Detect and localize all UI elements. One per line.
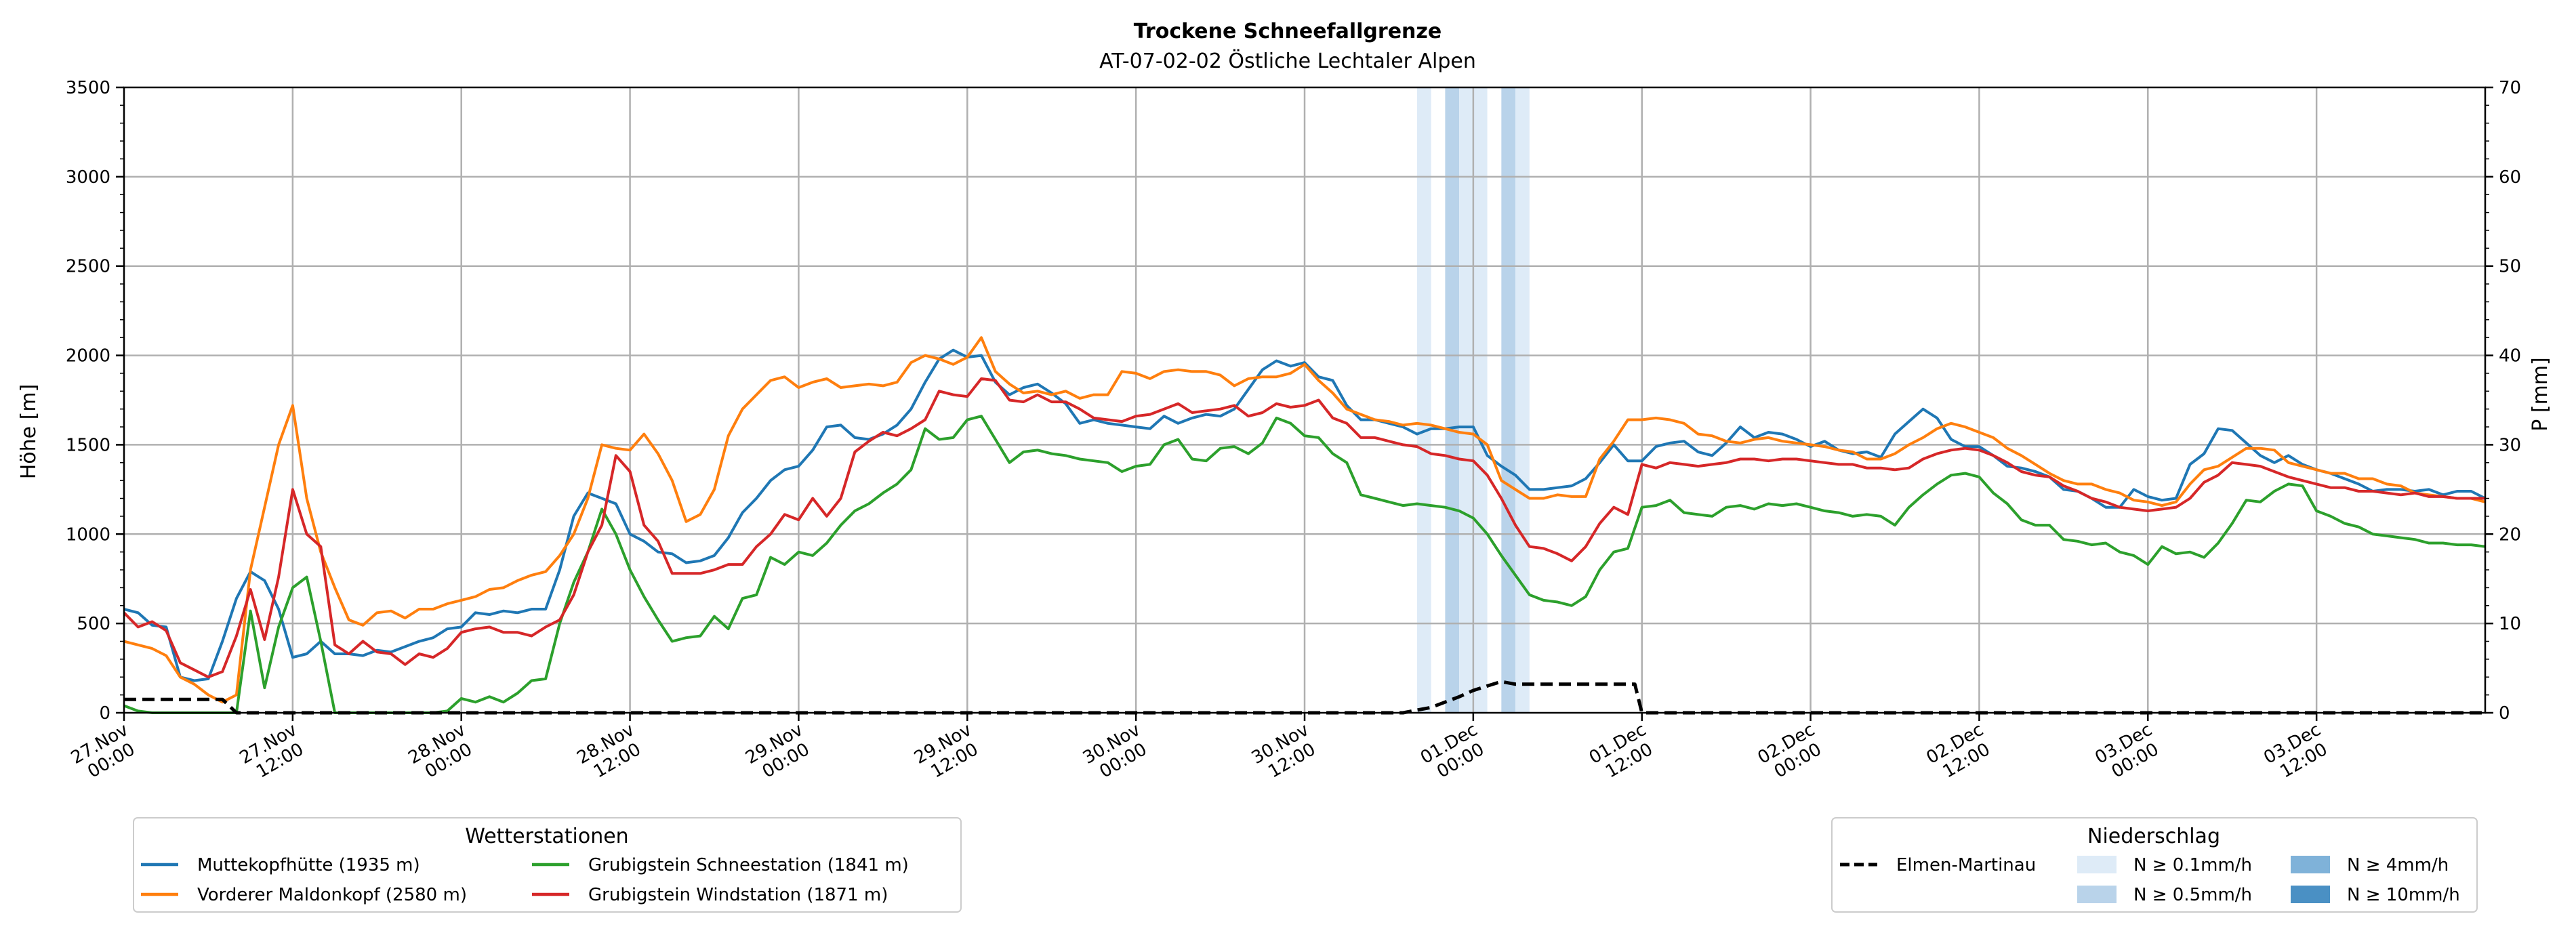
y-right-tick-label: 0 [2499, 703, 2510, 724]
y-left-tick-label: 1500 [66, 435, 110, 455]
y-right-tick-label: 50 [2499, 257, 2521, 277]
legend-label: N ≥ 0.1mm/h [2133, 855, 2252, 875]
legend-label: Muttekopfhütte (1935 m) [197, 855, 420, 875]
chart-subtitle: AT-07-02-02 Östliche Lechtaler Alpen [1099, 49, 1476, 73]
legend-precip: Niederschlag Elmen-Martinau N ≥ 0.1mm/h N … [1831, 817, 2478, 913]
y-left-tick-label: 2500 [66, 257, 110, 277]
series-line-maldonkopf [123, 336, 2486, 704]
y-right-tick-label: 20 [2499, 524, 2521, 545]
legend-label: Grubigstein Schneestation (1841 m) [588, 855, 909, 875]
legend-stations: Wetterstationen Muttekopfhütte (1935 m) V… [133, 817, 962, 913]
legend-label: N ≥ 4mm/h [2347, 855, 2449, 875]
precip-band [1459, 87, 1473, 713]
y-right-tick-label: 60 [2499, 167, 2521, 188]
y-axis-right-label: P [mm] [2529, 357, 2552, 431]
precip-band [1501, 87, 1516, 713]
legend-swatch-n4 [2291, 856, 2330, 873]
legend-stations-title: Wetterstationen [465, 825, 628, 848]
legend-precip-title: Niederschlag [2087, 825, 2220, 848]
y-left-tick-label: 500 [77, 614, 110, 634]
chart-title: Trockene Schneefallgrenze [1134, 20, 1442, 43]
precip-band [1473, 87, 1488, 713]
y-left-tick-label: 2000 [66, 346, 110, 367]
legend-label: Vorderer Maldonkopf (2580 m) [197, 885, 467, 905]
legend-label: N ≥ 0.5mm/h [2133, 885, 2252, 905]
legend-stations-entries: Muttekopfhütte (1935 m) Vorderer Maldonko… [141, 855, 909, 905]
legend-swatch-n10 [2291, 886, 2330, 903]
series-lines [123, 336, 2486, 715]
y-axis-left-label: Höhe [m] [17, 384, 41, 480]
legend-label: Elmen-Martinau [1896, 855, 2036, 875]
grid-lines [124, 87, 2485, 713]
legend-precip-entries: Elmen-Martinau N ≥ 0.1mm/h N ≥ 0.5mm/h N ≥ … [1840, 855, 2460, 905]
precip-band [1416, 87, 1431, 713]
y-right-tick-label: 40 [2499, 346, 2521, 367]
y-left-tick-label: 1000 [66, 524, 110, 545]
legend-label: N ≥ 10mm/h [2347, 885, 2460, 905]
y-left-tick-label: 3500 [66, 78, 110, 98]
precip-band [1445, 87, 1460, 713]
series-line-grubig_schnee [123, 415, 2486, 714]
y-right-tick-label: 70 [2499, 78, 2521, 98]
y-left-tick-label: 3000 [66, 167, 110, 188]
y-right-tick-label: 30 [2499, 435, 2521, 455]
series-line-grubig_wind [123, 377, 2485, 679]
series-line-precip_station [124, 680, 2485, 715]
legend-label: Grubigstein Windstation (1871 m) [588, 885, 888, 905]
precip-band [1515, 87, 1530, 713]
legend-swatch-n01 [2077, 856, 2117, 873]
axes [116, 86, 2493, 721]
y-right-tick-label: 10 [2499, 614, 2521, 634]
legend-swatch-n05 [2077, 886, 2117, 903]
precipitation-bands [1416, 87, 1530, 713]
y-left-tick-label: 0 [99, 703, 110, 724]
